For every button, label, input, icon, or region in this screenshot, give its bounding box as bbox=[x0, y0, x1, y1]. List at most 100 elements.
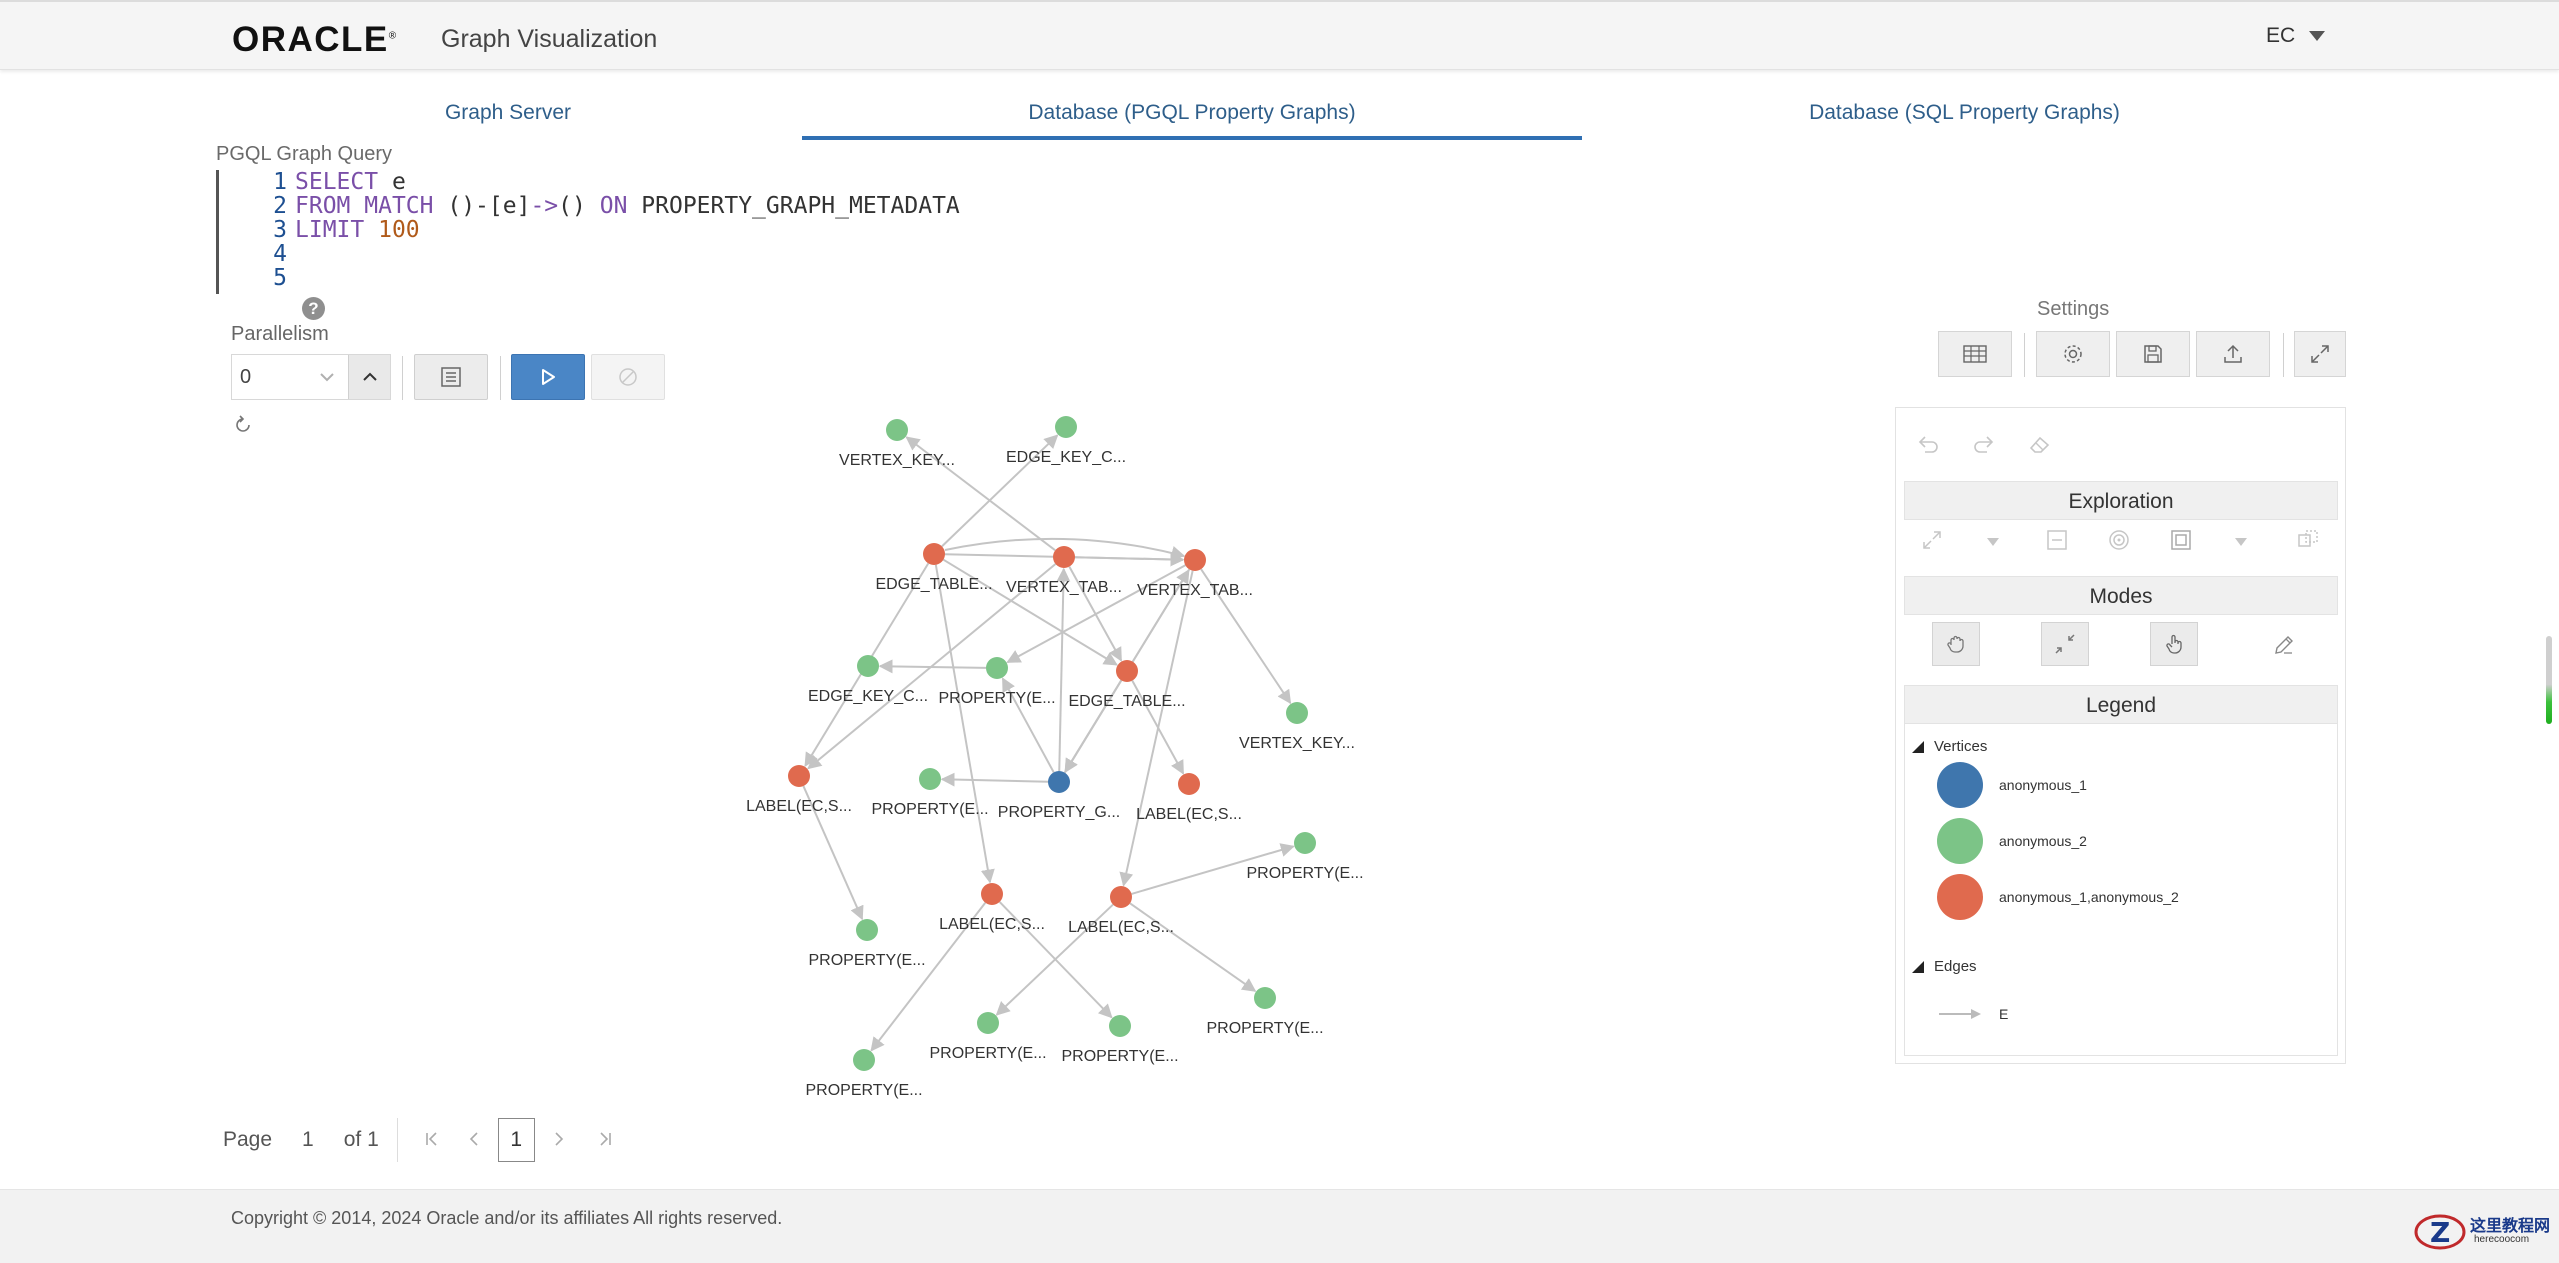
graph-node[interactable]: EDGE_TABLE... bbox=[1068, 660, 1186, 710]
graph-node-circle[interactable] bbox=[1053, 546, 1075, 568]
graph-node[interactable]: LABEL(EC,S... bbox=[1068, 886, 1174, 936]
graph-svg[interactable]: VERTEX_KEY... EDGE_KEY_C... EDGE_TABLE... V… bbox=[700, 400, 1400, 1120]
current-page-button[interactable]: 1 bbox=[497, 1118, 535, 1162]
legend-edge-item[interactable]: E bbox=[1937, 1006, 2008, 1022]
graph-edge[interactable] bbox=[1074, 552, 1185, 567]
eraser-icon[interactable] bbox=[2027, 433, 2053, 460]
collapse-triangle-icon[interactable] bbox=[1912, 740, 1924, 753]
ungroup-icon[interactable] bbox=[2296, 528, 2320, 557]
graph-node[interactable]: EDGE_TABLE... bbox=[875, 543, 993, 593]
graph-edge[interactable] bbox=[934, 564, 995, 884]
query-editor[interactable]: 1 SELECT e 2 FROM MATCH ()-[e]->() ON PROP… bbox=[216, 170, 1316, 294]
legend-vertices-group[interactable]: Vertices bbox=[1912, 738, 1987, 755]
edit-icon[interactable] bbox=[2272, 633, 2296, 662]
graph-node-circle[interactable] bbox=[1294, 832, 1316, 854]
parallelism-input[interactable] bbox=[232, 355, 306, 399]
graph-node-circle[interactable] bbox=[1184, 549, 1206, 571]
graph-node[interactable]: PROPERTY(E... bbox=[871, 768, 989, 818]
pan-mode-button[interactable] bbox=[1932, 622, 1980, 666]
focus-icon[interactable] bbox=[2107, 528, 2131, 557]
legend-vertex-item[interactable]: anonymous_1,anonymous_2 bbox=[1937, 874, 2179, 920]
group-icon[interactable] bbox=[2169, 528, 2193, 557]
graph-edge[interactable] bbox=[1006, 564, 1186, 664]
collapse-triangle-icon[interactable] bbox=[1912, 960, 1924, 973]
chevron-down-icon[interactable] bbox=[306, 355, 348, 399]
graph-node-circle[interactable] bbox=[856, 919, 878, 941]
graph-node[interactable]: EDGE_KEY_C... bbox=[1006, 416, 1126, 466]
graph-node-circle[interactable] bbox=[853, 1049, 875, 1071]
graph-node-circle[interactable] bbox=[1178, 773, 1200, 795]
graph-node[interactable]: PROPERTY(E... bbox=[1061, 1015, 1179, 1065]
graph-node-circle[interactable] bbox=[1116, 660, 1138, 682]
graph-node-circle[interactable] bbox=[981, 883, 1003, 905]
format-query-button[interactable] bbox=[414, 354, 488, 400]
graph-node-circle[interactable] bbox=[788, 765, 810, 787]
graph-node[interactable]: PROPERTY(E... bbox=[805, 1049, 923, 1099]
graph-edge[interactable] bbox=[1129, 902, 1257, 992]
graph-node-circle[interactable] bbox=[923, 543, 945, 565]
graph-edge[interactable] bbox=[802, 785, 864, 921]
refresh-icon[interactable] bbox=[232, 414, 254, 441]
graph-settings-button[interactable] bbox=[2036, 331, 2110, 377]
graph-edge[interactable] bbox=[1119, 570, 1194, 887]
sticky-mode-button[interactable] bbox=[2041, 622, 2089, 666]
page-value[interactable]: 1 bbox=[302, 1128, 314, 1151]
graph-node-circle[interactable] bbox=[1109, 1015, 1131, 1037]
tab-graph-server[interactable]: Graph Server bbox=[444, 101, 572, 124]
caret-down-icon[interactable] bbox=[1986, 534, 2000, 552]
graph-edge[interactable] bbox=[942, 558, 1118, 666]
graph-node-circle[interactable] bbox=[1254, 987, 1276, 1009]
graph-node[interactable]: LABEL(EC,S... bbox=[1136, 773, 1242, 823]
export-button[interactable] bbox=[2196, 331, 2270, 377]
help-icon[interactable]: ? bbox=[302, 297, 325, 320]
graph-edge[interactable] bbox=[944, 537, 1186, 560]
graph-node-circle[interactable] bbox=[977, 1012, 999, 1034]
graph-edge[interactable] bbox=[995, 903, 1114, 1016]
graph-node[interactable]: PROPERTY(E... bbox=[808, 919, 926, 969]
scroll-indicator[interactable] bbox=[2546, 636, 2552, 724]
select-mode-button[interactable] bbox=[2150, 622, 2198, 666]
graph-node[interactable]: PROPERTY(E... bbox=[1246, 832, 1364, 882]
graph-node[interactable]: PROPERTY_G... bbox=[998, 771, 1120, 821]
graph-edge[interactable] bbox=[940, 772, 1049, 787]
graph-node[interactable]: PROPERTY(E... bbox=[1206, 987, 1324, 1037]
fullscreen-button[interactable] bbox=[2294, 331, 2346, 377]
graph-node[interactable]: VERTEX_KEY... bbox=[1239, 702, 1355, 752]
tab-database-sql[interactable]: Database (SQL Property Graphs) bbox=[1809, 101, 2120, 124]
user-menu[interactable]: EC bbox=[2266, 24, 2326, 48]
graph-node[interactable]: EDGE_KEY_C... bbox=[808, 655, 928, 705]
table-view-button[interactable] bbox=[1938, 331, 2012, 377]
graph-edge[interactable] bbox=[1200, 568, 1292, 705]
graph-node-circle[interactable] bbox=[1110, 886, 1132, 908]
graph-node[interactable]: VERTEX_KEY... bbox=[839, 419, 955, 469]
chevron-up-icon[interactable] bbox=[348, 355, 390, 399]
graph-node-circle[interactable] bbox=[886, 419, 908, 441]
graph-edge[interactable] bbox=[870, 902, 987, 1052]
redo-icon[interactable] bbox=[1971, 433, 1997, 460]
graph-node[interactable]: VERTEX_TAB... bbox=[1137, 549, 1253, 599]
graph-node-circle[interactable] bbox=[919, 768, 941, 790]
graph-node[interactable]: LABEL(EC,S... bbox=[939, 883, 1045, 933]
caret-down-icon[interactable] bbox=[2234, 534, 2248, 552]
graph-edge[interactable] bbox=[941, 434, 1059, 548]
undo-icon[interactable] bbox=[1915, 433, 1941, 460]
graph-node-circle[interactable] bbox=[857, 655, 879, 677]
first-page-icon[interactable] bbox=[424, 1127, 440, 1153]
next-page-icon[interactable] bbox=[551, 1127, 567, 1153]
graph-edge[interactable] bbox=[807, 563, 1057, 770]
prev-page-icon[interactable] bbox=[466, 1127, 482, 1153]
run-query-button[interactable] bbox=[511, 354, 585, 400]
graph-node-circle[interactable] bbox=[986, 657, 1008, 679]
graph-edge[interactable] bbox=[1001, 677, 1055, 773]
graph-node-circle[interactable] bbox=[1055, 416, 1077, 438]
graph-node[interactable]: PROPERTY(E... bbox=[938, 657, 1056, 707]
graph-canvas[interactable]: VERTEX_KEY... EDGE_KEY_C... EDGE_TABLE... V… bbox=[700, 400, 1400, 1120]
graph-edge[interactable] bbox=[1131, 843, 1295, 895]
cancel-query-button[interactable] bbox=[591, 354, 665, 400]
graph-edge[interactable] bbox=[905, 436, 1056, 552]
legend-vertex-item[interactable]: anonymous_1 bbox=[1937, 762, 2087, 808]
save-button[interactable] bbox=[2116, 331, 2190, 377]
graph-node[interactable]: PROPERTY(E... bbox=[929, 1012, 1047, 1062]
tab-database-pgql[interactable]: Database (PGQL Property Graphs) bbox=[802, 92, 1582, 140]
legend-vertex-item[interactable]: anonymous_2 bbox=[1937, 818, 2087, 864]
